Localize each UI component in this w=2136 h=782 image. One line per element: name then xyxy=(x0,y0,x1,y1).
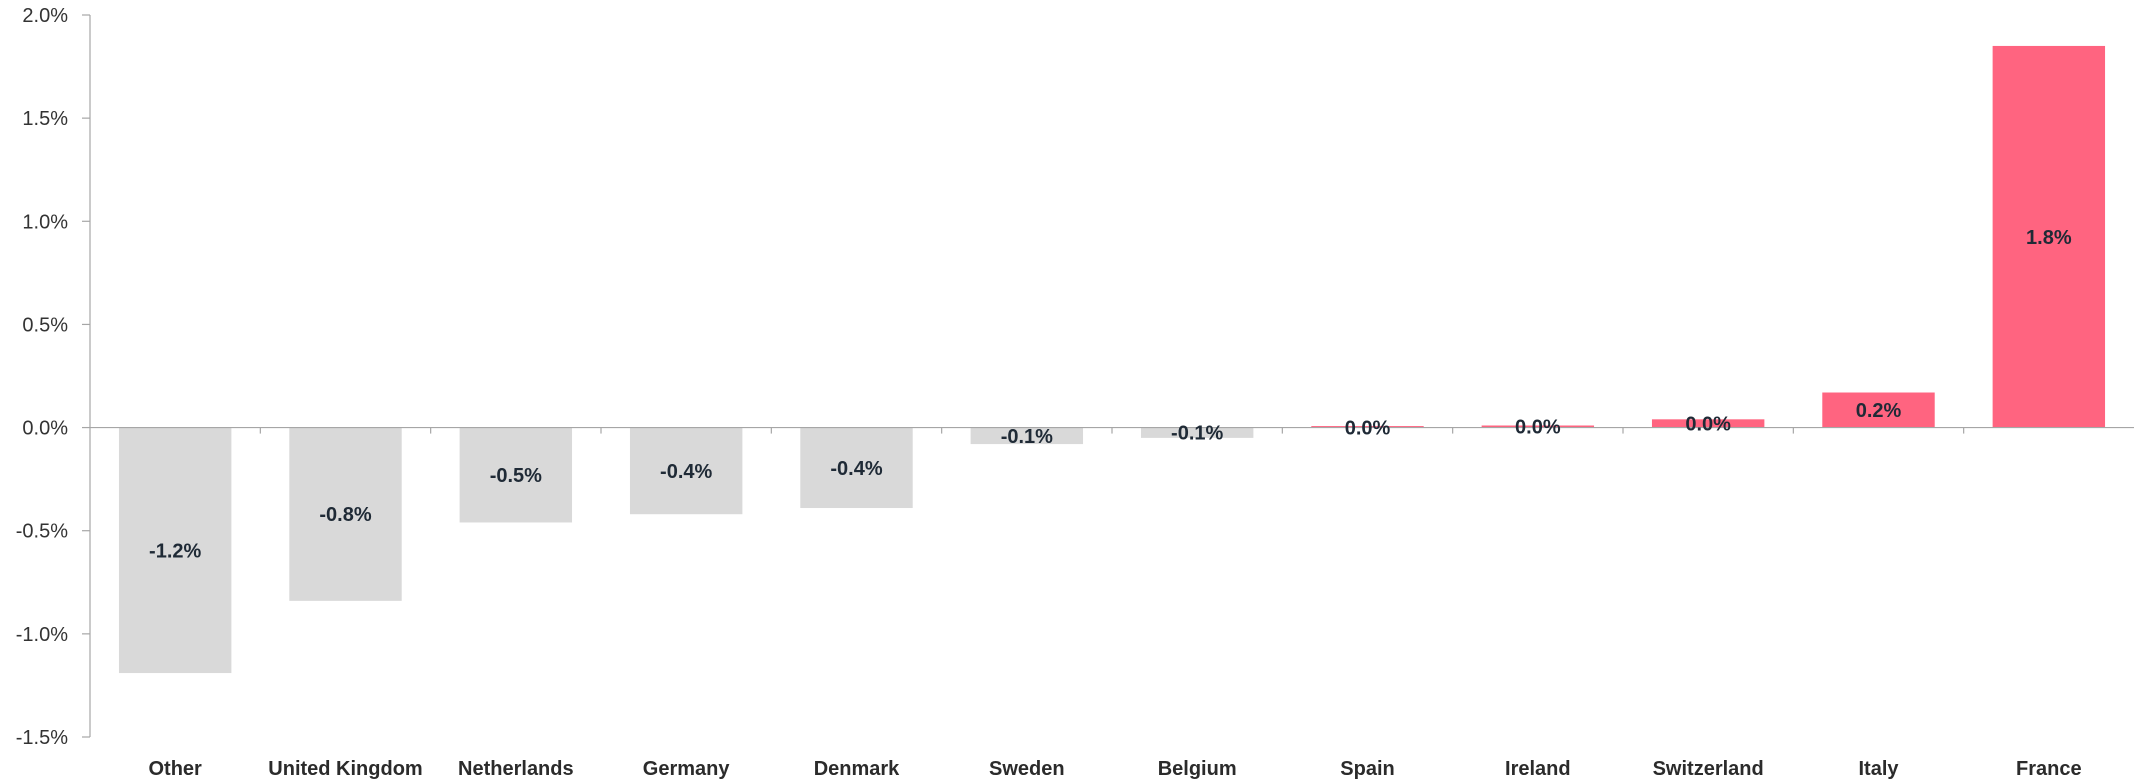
bars xyxy=(118,45,2106,674)
category-label: Belgium xyxy=(1158,758,1237,780)
data-label: -0.1% xyxy=(1001,426,1053,448)
data-label: -0.8% xyxy=(319,504,371,526)
category-label: Sweden xyxy=(989,758,1065,780)
category-label: Netherlands xyxy=(458,758,574,780)
category-label: Ireland xyxy=(1505,758,1571,780)
data-label: 0.2% xyxy=(1856,400,1902,422)
y-tick-label: 0.5% xyxy=(22,314,68,336)
bar-italy xyxy=(1822,392,1935,428)
bar-belgium xyxy=(1140,427,1254,438)
y-tick-label: -1.0% xyxy=(16,624,68,646)
data-labels: -1.2% -0.8% -0.5% -0.4% -0.4% -0.1% -0.1% 0.0% 0… xyxy=(149,227,2072,563)
bar-germany xyxy=(629,427,743,515)
bar-ireland xyxy=(1481,425,1595,428)
data-label: -0.4% xyxy=(830,458,882,480)
x-axis xyxy=(90,426,2134,434)
y-tick-label: 0.0% xyxy=(22,418,68,440)
category-label: Denmark xyxy=(814,758,900,780)
data-label: -1.2% xyxy=(149,540,201,562)
category-label: United Kingdom xyxy=(268,758,422,780)
bar-other xyxy=(118,427,232,674)
category-label: Switzerland xyxy=(1653,758,1764,780)
category-label: Germany xyxy=(643,758,731,780)
data-label: 0.0% xyxy=(1685,413,1731,435)
category-label: Other xyxy=(148,758,202,780)
category-label: Spain xyxy=(1340,758,1394,780)
data-label: -0.1% xyxy=(1171,423,1223,445)
category-label: France xyxy=(2016,758,2082,780)
y-tick-label: -0.5% xyxy=(16,521,68,543)
data-label: 0.0% xyxy=(1515,417,1561,439)
data-label: -0.5% xyxy=(490,465,542,487)
data-label: 0.0% xyxy=(1345,418,1391,440)
bar-switzerland xyxy=(1651,419,1765,428)
y-tick-label: 1.0% xyxy=(22,211,68,233)
category-label: Italy xyxy=(1858,758,1899,780)
bar-denmark xyxy=(800,427,913,509)
bar-united-kingdom xyxy=(289,427,402,601)
y-tick-label: 1.5% xyxy=(22,108,68,130)
data-label: 1.8% xyxy=(2026,227,2072,249)
bar-france xyxy=(1992,45,2106,428)
y-tick-label: 2.0% xyxy=(22,5,68,27)
y-axis: 2.0% 1.5% 1.0% 0.5% 0.0% -0.5% -1.0% -1.5% xyxy=(16,5,91,749)
y-tick-label: -1.5% xyxy=(16,727,68,749)
bar-spain xyxy=(1311,426,1424,428)
bar-sweden xyxy=(970,427,1084,445)
bar-netherlands xyxy=(459,427,573,523)
category-labels: Other United Kingdom Netherlands Germany Den… xyxy=(148,758,2081,780)
data-label: -0.4% xyxy=(660,461,712,483)
